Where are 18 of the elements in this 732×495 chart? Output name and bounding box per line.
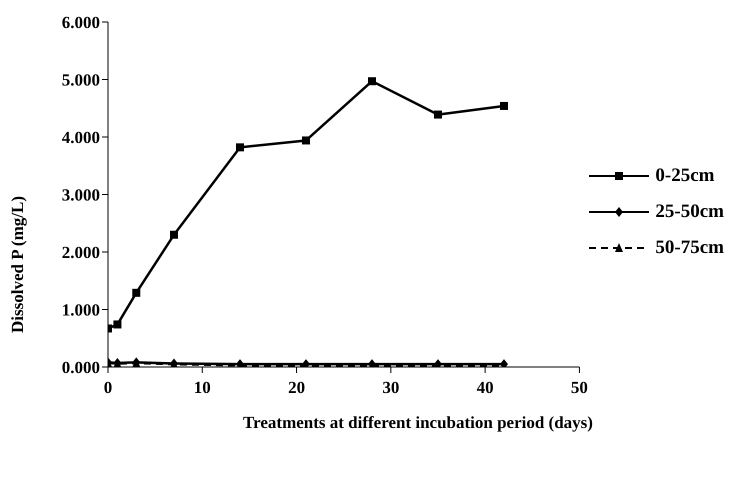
legend-label: 50-75cm xyxy=(655,237,724,259)
y-tick-label: 4.000 xyxy=(62,128,100,148)
y-axis-title: Dissolved P (mg/L) xyxy=(8,196,28,333)
legend-label: 25-50cm xyxy=(655,201,724,223)
x-tick-label: 40 xyxy=(476,378,494,398)
y-tick-label: 2.000 xyxy=(62,243,100,262)
legend-label: 0-25cm xyxy=(655,165,714,187)
x-tick-label: 10 xyxy=(194,378,211,398)
y-tick-label: 0.000 xyxy=(62,358,100,378)
x-tick-label: 0 xyxy=(104,378,112,398)
x-axis-title: Treatments at different incubation period (days) xyxy=(242,412,594,434)
y-tick-label: 1.000 xyxy=(62,300,100,320)
y-tick-label: 3.000 xyxy=(62,186,100,205)
x-tick-label: 50 xyxy=(570,378,588,398)
y-tick-label: 6.000 xyxy=(62,13,100,32)
x-tick-label: 30 xyxy=(382,378,400,398)
y-tick-label: 5.000 xyxy=(62,70,100,90)
x-tick-label: 20 xyxy=(288,378,306,398)
